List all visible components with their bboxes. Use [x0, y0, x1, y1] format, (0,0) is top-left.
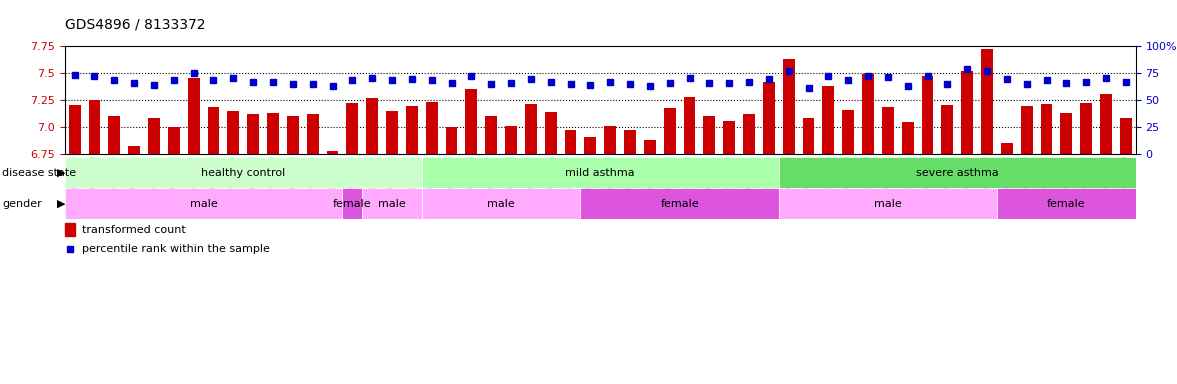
Text: GDS4896 / 8133372: GDS4896 / 8133372 [65, 17, 205, 31]
Bar [465, 89, 478, 384]
Bar [108, 116, 120, 384]
Bar [1000, 143, 1013, 384]
Bar [902, 122, 913, 384]
Bar [307, 114, 319, 384]
Bar [1080, 103, 1092, 384]
Bar [267, 113, 279, 384]
Bar [1100, 94, 1112, 384]
Bar [326, 151, 339, 384]
Bar [545, 112, 557, 384]
FancyBboxPatch shape [363, 188, 421, 219]
Bar [982, 49, 993, 384]
Bar [743, 114, 754, 384]
FancyBboxPatch shape [779, 157, 1136, 188]
Text: gender: gender [2, 199, 42, 209]
Bar [604, 126, 616, 384]
Text: female: female [333, 199, 372, 209]
Bar [565, 130, 577, 384]
Bar [684, 97, 696, 384]
Text: male: male [189, 199, 218, 209]
Bar [525, 104, 537, 384]
Bar [88, 100, 100, 384]
Text: ▶: ▶ [56, 199, 65, 209]
Bar [386, 111, 398, 384]
FancyBboxPatch shape [65, 157, 421, 188]
Bar [1040, 104, 1052, 384]
Bar [247, 114, 259, 384]
Text: healthy control: healthy control [201, 168, 285, 178]
Bar [346, 103, 358, 384]
Bar [664, 108, 676, 384]
Text: disease state: disease state [2, 168, 77, 178]
Bar [882, 108, 893, 384]
Bar [68, 105, 80, 384]
Bar [922, 76, 933, 384]
Bar [207, 108, 219, 384]
Bar [148, 118, 160, 384]
FancyBboxPatch shape [421, 188, 580, 219]
FancyBboxPatch shape [65, 188, 343, 219]
Text: transformed count: transformed count [82, 225, 186, 235]
Bar [1060, 113, 1072, 384]
Bar [704, 116, 716, 384]
Bar [644, 140, 656, 384]
Bar [366, 98, 378, 384]
Bar [585, 137, 597, 384]
FancyBboxPatch shape [343, 188, 363, 219]
Bar [485, 116, 497, 384]
FancyBboxPatch shape [997, 188, 1136, 219]
FancyBboxPatch shape [421, 157, 779, 188]
FancyBboxPatch shape [580, 188, 779, 219]
Bar [624, 130, 636, 384]
Bar [187, 78, 200, 384]
Bar [426, 102, 438, 384]
Text: female: female [660, 199, 699, 209]
Text: male: male [378, 199, 406, 209]
Bar [843, 109, 855, 384]
FancyBboxPatch shape [779, 188, 997, 219]
Bar [962, 71, 973, 384]
Bar [942, 105, 953, 384]
Bar [65, 223, 75, 236]
Text: percentile rank within the sample: percentile rank within the sample [82, 244, 271, 254]
Bar [446, 127, 458, 384]
Bar [803, 118, 814, 384]
Text: male: male [487, 199, 516, 209]
Bar [783, 59, 794, 384]
Bar [723, 121, 736, 384]
Text: ▶: ▶ [56, 168, 65, 178]
Bar [1020, 106, 1032, 384]
Text: mild asthma: mild asthma [565, 168, 636, 178]
Bar [227, 111, 239, 384]
Bar [763, 81, 774, 384]
Text: severe asthma: severe asthma [916, 168, 998, 178]
Bar [287, 116, 299, 384]
Bar [1121, 118, 1132, 384]
Bar [823, 86, 834, 384]
Bar [505, 126, 517, 384]
Text: female: female [1048, 199, 1085, 209]
Bar [128, 146, 140, 384]
Bar [862, 74, 875, 384]
Bar [168, 127, 180, 384]
Bar [406, 106, 418, 384]
Text: male: male [875, 199, 902, 209]
